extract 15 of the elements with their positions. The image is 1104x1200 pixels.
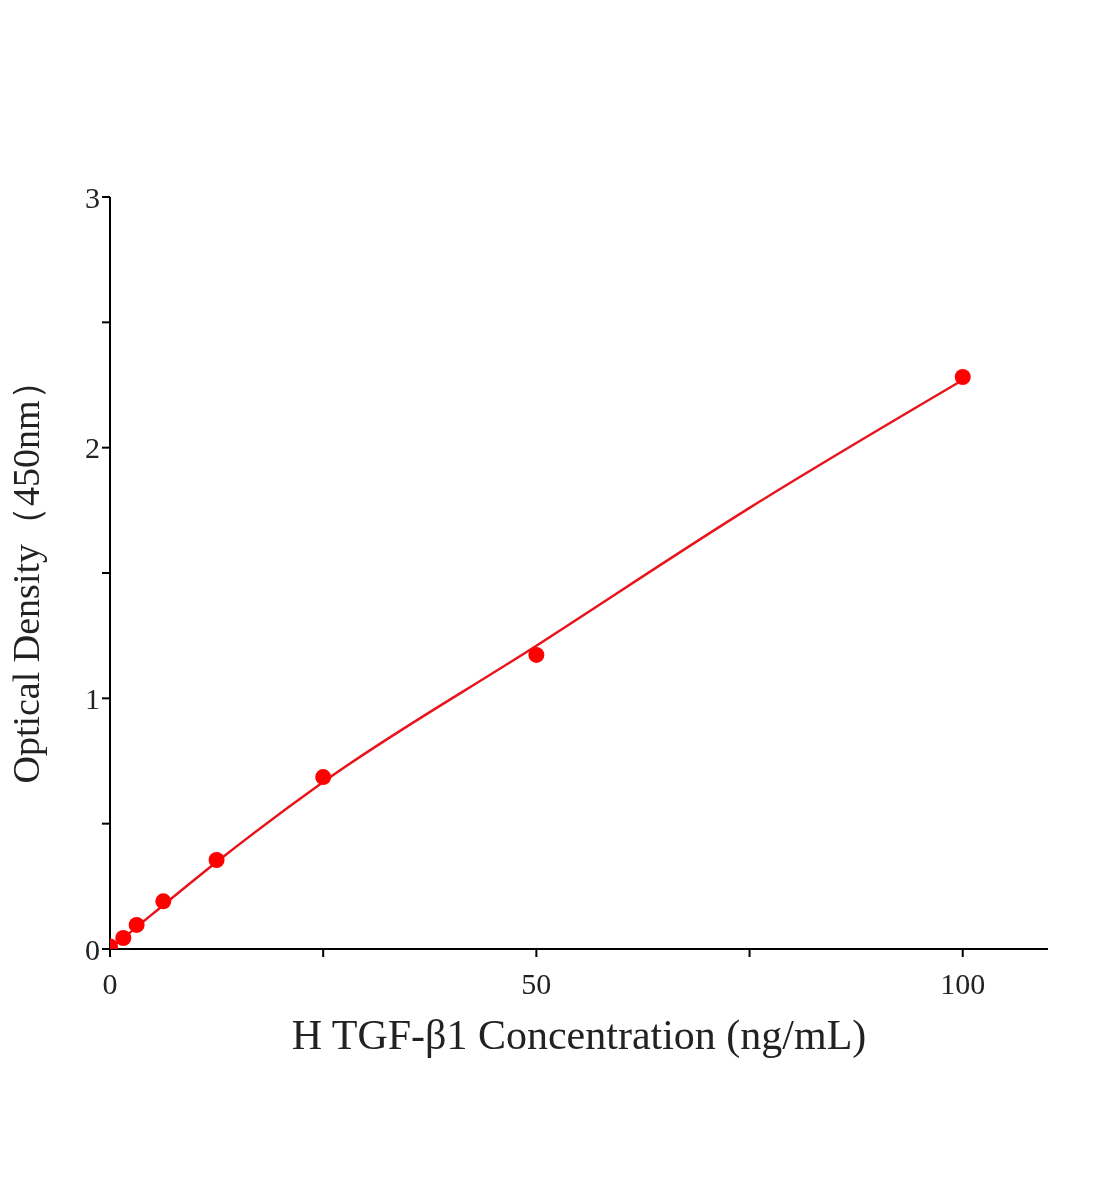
point [528, 646, 545, 663]
y-tick-label: 3 [85, 180, 100, 214]
x-axis-title: H TGF-β1 Concentration (ng/mL) [291, 1011, 867, 1059]
y-tick-label: 2 [85, 431, 100, 465]
point [208, 852, 225, 869]
point [954, 368, 971, 385]
point [155, 893, 172, 910]
y-tick-label: 0 [85, 932, 100, 966]
y-tick-label: 1 [85, 681, 100, 715]
x-tick-label: 50 [521, 967, 552, 1001]
point [315, 769, 332, 786]
x-tick-label: 100 [940, 967, 986, 1001]
point [115, 929, 132, 946]
point [128, 916, 145, 933]
y-axis-title: Optical Density（450nm） [5, 362, 48, 784]
